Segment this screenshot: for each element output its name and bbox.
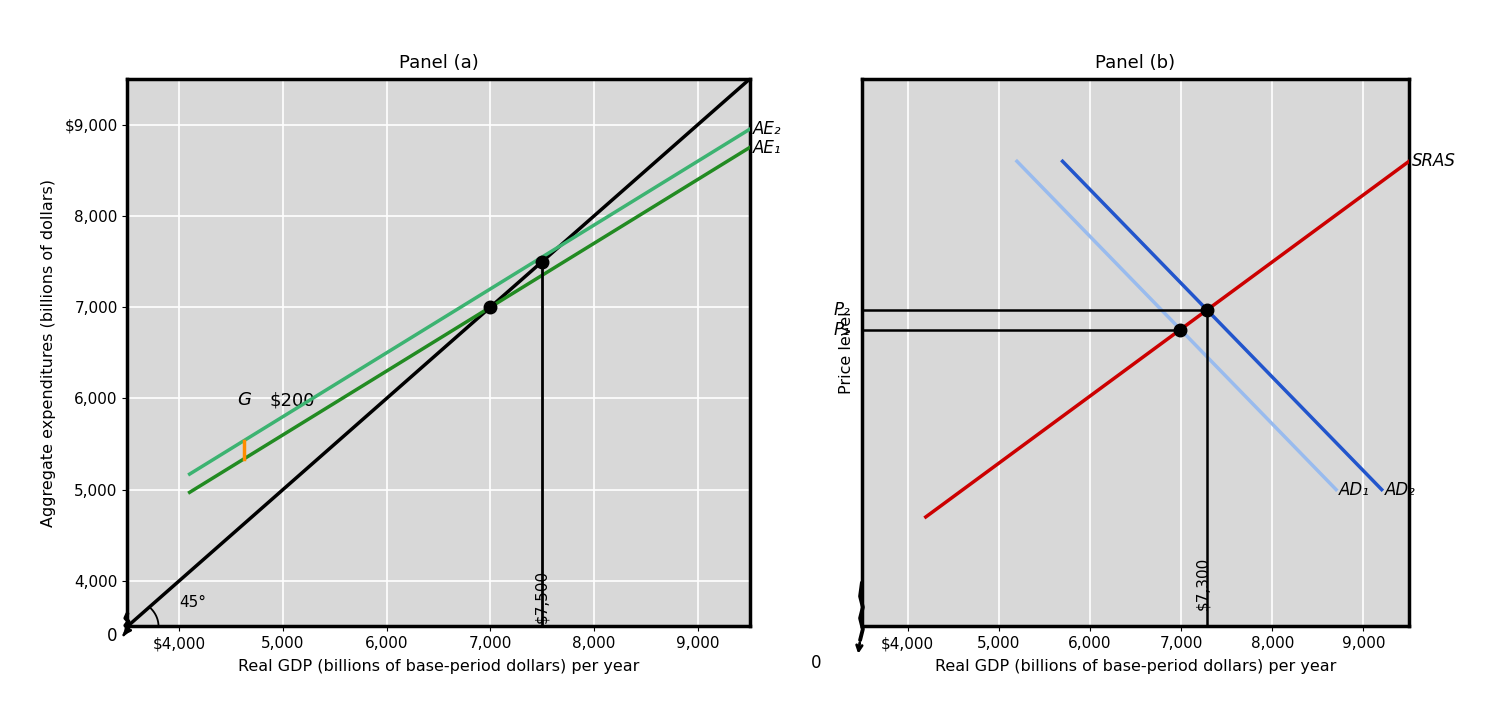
Text: P₂: P₂ [833,301,850,319]
Text: $7,300: $7,300 [1195,557,1210,610]
Text: SRAS: SRAS [1412,152,1456,170]
Text: $200: $200 [270,391,315,409]
Text: AE₁: AE₁ [752,138,781,157]
Y-axis label: Price level: Price level [838,312,853,394]
X-axis label: Real GDP (billions of base-period dollars) per year: Real GDP (billions of base-period dollar… [238,660,639,675]
Text: 0: 0 [106,626,117,644]
Text: P₁: P₁ [833,320,850,338]
Text: G: G [237,391,252,409]
Text: 0: 0 [811,654,821,672]
Y-axis label: Aggregate expenditures (billions of dollars): Aggregate expenditures (billions of doll… [40,179,55,527]
Text: $7,500: $7,500 [535,570,550,623]
Text: AD₂: AD₂ [1385,481,1415,498]
Title: Panel (a): Panel (a) [399,54,478,72]
X-axis label: Real GDP (billions of base-period dollars) per year: Real GDP (billions of base-period dollar… [935,660,1336,675]
Title: Panel (b): Panel (b) [1096,54,1175,72]
Text: AD₁: AD₁ [1339,481,1370,498]
Text: AE₂: AE₂ [752,120,781,138]
Text: 45°: 45° [180,595,207,610]
